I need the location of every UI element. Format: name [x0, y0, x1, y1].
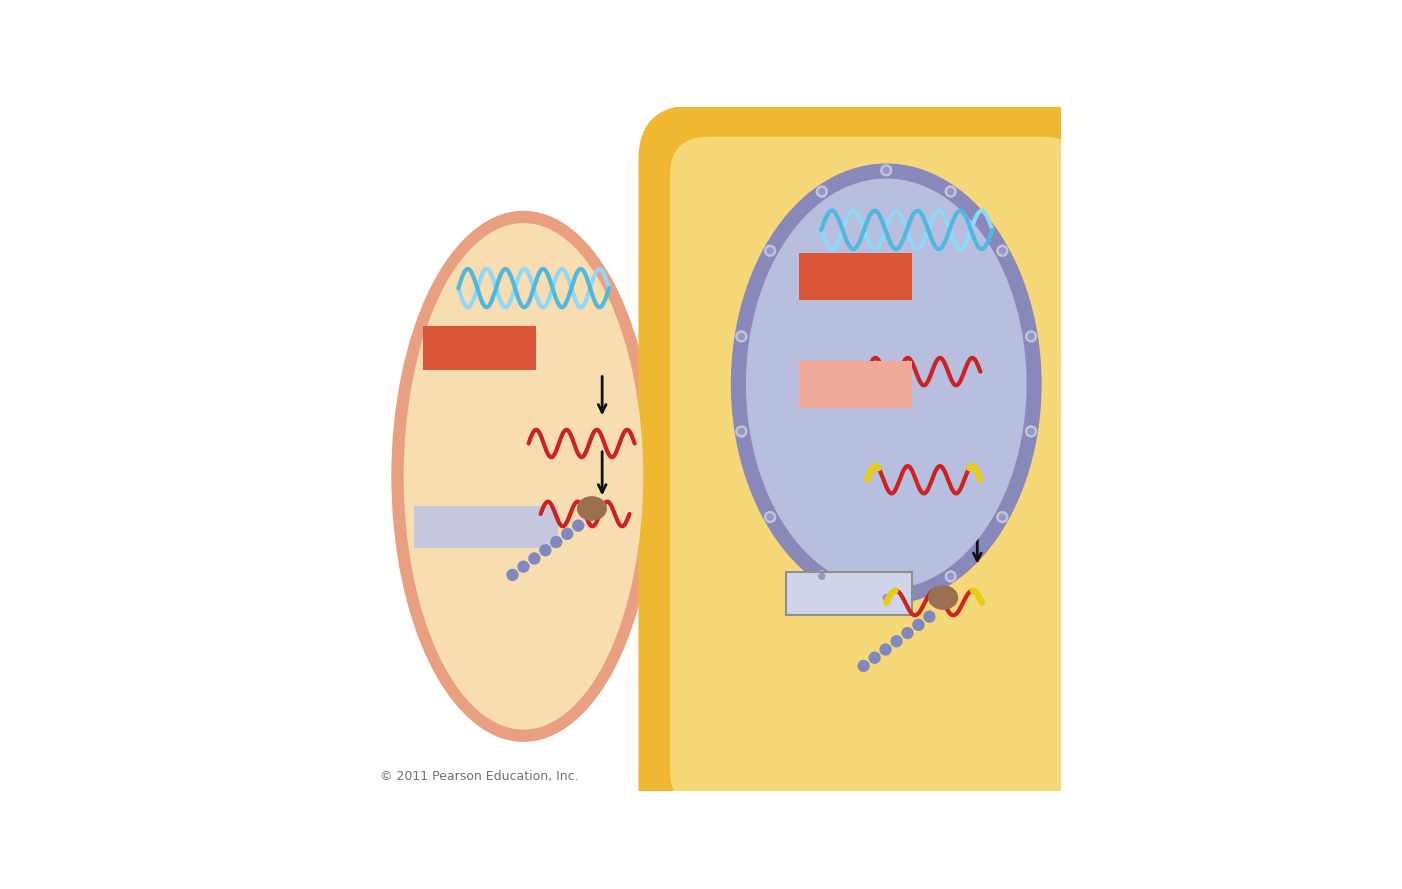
Circle shape [517, 561, 530, 573]
Circle shape [819, 188, 826, 196]
Circle shape [998, 247, 1007, 254]
Circle shape [764, 244, 777, 257]
Circle shape [858, 660, 869, 672]
Circle shape [540, 544, 551, 557]
Circle shape [868, 652, 880, 664]
Bar [785, 573, 913, 614]
Bar [414, 506, 558, 549]
Circle shape [1028, 428, 1035, 435]
Circle shape [901, 627, 914, 639]
Circle shape [923, 611, 935, 623]
Circle shape [945, 570, 956, 582]
Circle shape [1025, 330, 1037, 342]
Ellipse shape [576, 496, 607, 521]
Circle shape [880, 164, 893, 177]
Circle shape [879, 644, 892, 656]
Circle shape [506, 569, 519, 581]
Circle shape [816, 570, 829, 582]
Circle shape [882, 166, 890, 174]
Circle shape [735, 425, 747, 437]
Ellipse shape [928, 585, 958, 610]
Circle shape [737, 332, 744, 340]
Circle shape [1025, 425, 1037, 437]
Circle shape [819, 573, 826, 580]
Bar [423, 325, 536, 370]
FancyBboxPatch shape [670, 137, 1082, 809]
Circle shape [997, 244, 1008, 257]
Circle shape [735, 330, 747, 342]
Ellipse shape [746, 179, 1026, 589]
Circle shape [767, 247, 774, 254]
Circle shape [997, 511, 1008, 524]
Circle shape [764, 511, 777, 524]
Circle shape [550, 536, 562, 549]
Circle shape [1028, 332, 1035, 340]
Circle shape [529, 552, 541, 565]
Circle shape [913, 619, 924, 631]
Ellipse shape [404, 223, 644, 730]
Ellipse shape [391, 211, 656, 742]
Circle shape [816, 185, 829, 197]
Ellipse shape [730, 164, 1042, 605]
Circle shape [946, 188, 955, 196]
Text: © 2011 Pearson Education, Inc.: © 2011 Pearson Education, Inc. [380, 770, 578, 783]
Circle shape [946, 573, 955, 580]
Bar [799, 253, 913, 300]
Circle shape [561, 528, 573, 540]
Circle shape [880, 591, 893, 604]
Circle shape [737, 428, 744, 435]
Bar [799, 361, 913, 408]
Circle shape [572, 519, 585, 532]
Circle shape [945, 185, 956, 197]
Circle shape [767, 513, 774, 521]
Circle shape [890, 635, 903, 647]
FancyBboxPatch shape [638, 105, 1113, 840]
Circle shape [998, 513, 1007, 521]
Circle shape [882, 594, 890, 601]
